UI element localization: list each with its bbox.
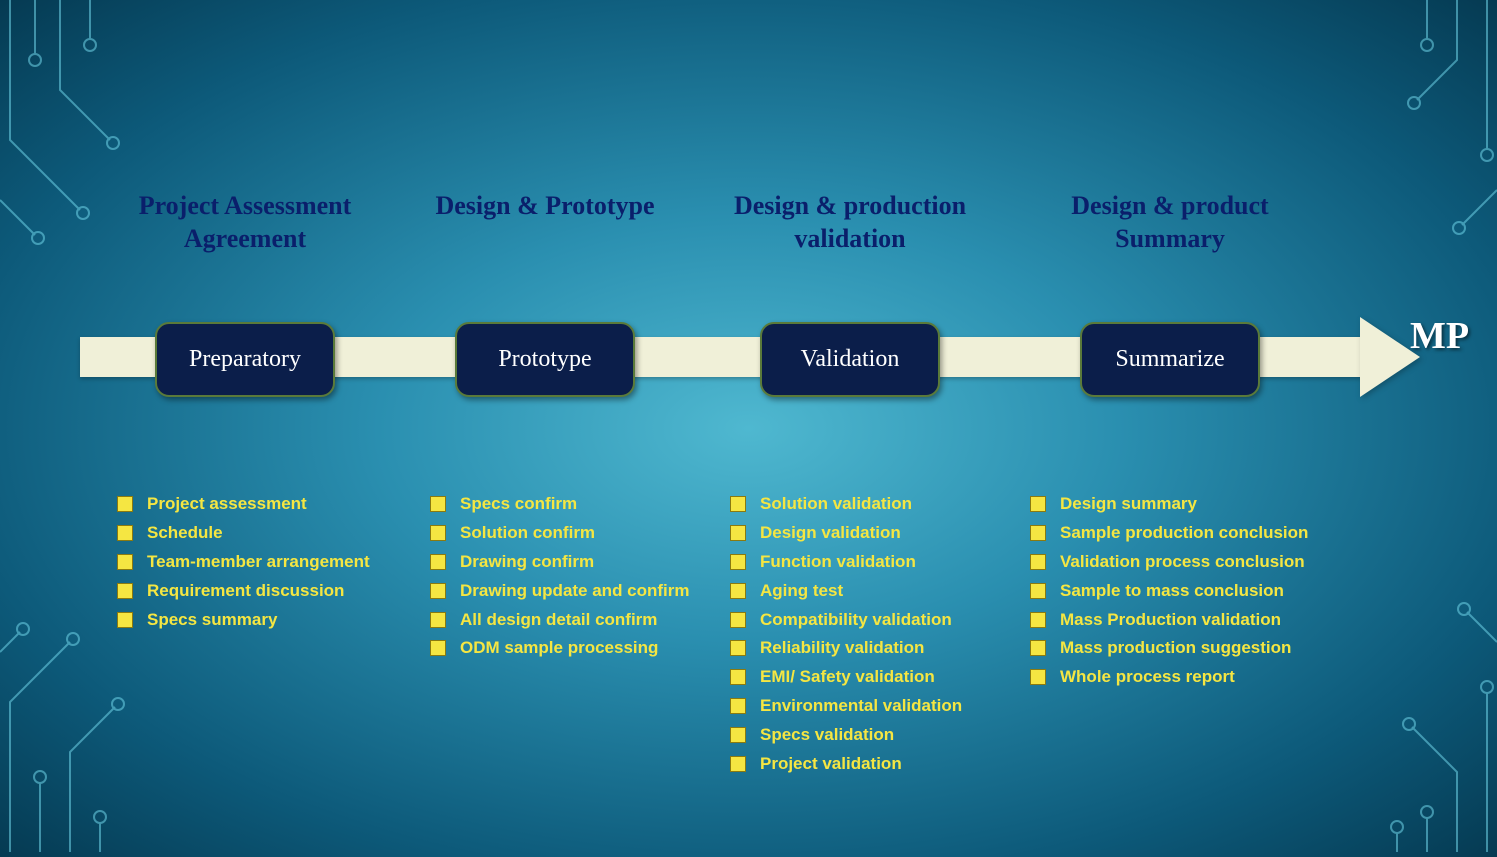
- bullet-item: Validation process conclusion: [1030, 548, 1308, 577]
- bullet-item: Design summary: [1030, 490, 1308, 519]
- bullets-col-1: Specs confirmSolution confirmDrawing con…: [430, 490, 690, 663]
- stage-box-3: Summarize: [1080, 322, 1260, 397]
- bullet-item: Drawing update and confirm: [430, 577, 690, 606]
- bullet-item: Schedule: [117, 519, 370, 548]
- stage-box-0: Preparatory: [155, 322, 335, 397]
- stage-box-1: Prototype: [455, 322, 635, 397]
- heading-line: Agreement: [184, 224, 306, 253]
- bullet-item: Environmental validation: [730, 692, 962, 721]
- bullet-item: Solution confirm: [430, 519, 690, 548]
- heading-line: Project Assessment: [139, 191, 352, 220]
- diagram-content: MP Project Assessment Agreement Design & …: [0, 0, 1497, 857]
- heading-line: Design & Prototype: [435, 191, 654, 220]
- heading-col-3: Design & product Summary: [1010, 190, 1330, 255]
- bullet-item: Team-member arrangement: [117, 548, 370, 577]
- stage-box-2: Validation: [760, 322, 940, 397]
- heading-col-2: Design & production validation: [690, 190, 1010, 255]
- bullet-item: ODM sample processing: [430, 634, 690, 663]
- bullet-item: Project validation: [730, 750, 962, 779]
- bullet-item: Compatibility validation: [730, 606, 962, 635]
- bullet-item: Specs summary: [117, 606, 370, 635]
- bullet-item: Drawing confirm: [430, 548, 690, 577]
- bullet-item: Project assessment: [117, 490, 370, 519]
- bullet-item: Solution validation: [730, 490, 962, 519]
- bullet-item: Design validation: [730, 519, 962, 548]
- heading-line: Design & product: [1071, 191, 1268, 220]
- bullet-item: Sample production conclusion: [1030, 519, 1308, 548]
- bullet-item: EMI/ Safety validation: [730, 663, 962, 692]
- bullet-item: Mass Production validation: [1030, 606, 1308, 635]
- heading-col-1: Design & Prototype: [395, 190, 695, 223]
- bullet-item: Requirement discussion: [117, 577, 370, 606]
- bullet-item: All design detail confirm: [430, 606, 690, 635]
- heading-line: Design & production: [734, 191, 966, 220]
- bullet-item: Mass production suggestion: [1030, 634, 1308, 663]
- bullet-item: Sample to mass conclusion: [1030, 577, 1308, 606]
- bullet-item: Function validation: [730, 548, 962, 577]
- bullets-col-2: Solution validationDesign validationFunc…: [730, 490, 962, 779]
- bullet-item: Reliability validation: [730, 634, 962, 663]
- heading-line: Summary: [1115, 224, 1225, 253]
- bullets-col-0: Project assessmentScheduleTeam-member ar…: [117, 490, 370, 634]
- heading-col-0: Project Assessment Agreement: [95, 190, 395, 255]
- bullet-item: Aging test: [730, 577, 962, 606]
- bullets-col-3: Design summarySample production conclusi…: [1030, 490, 1308, 692]
- bullet-item: Specs confirm: [430, 490, 690, 519]
- arrow-end-label: MP: [1410, 314, 1469, 358]
- heading-line: validation: [794, 224, 905, 253]
- bullet-item: Whole process report: [1030, 663, 1308, 692]
- bullet-item: Specs validation: [730, 721, 962, 750]
